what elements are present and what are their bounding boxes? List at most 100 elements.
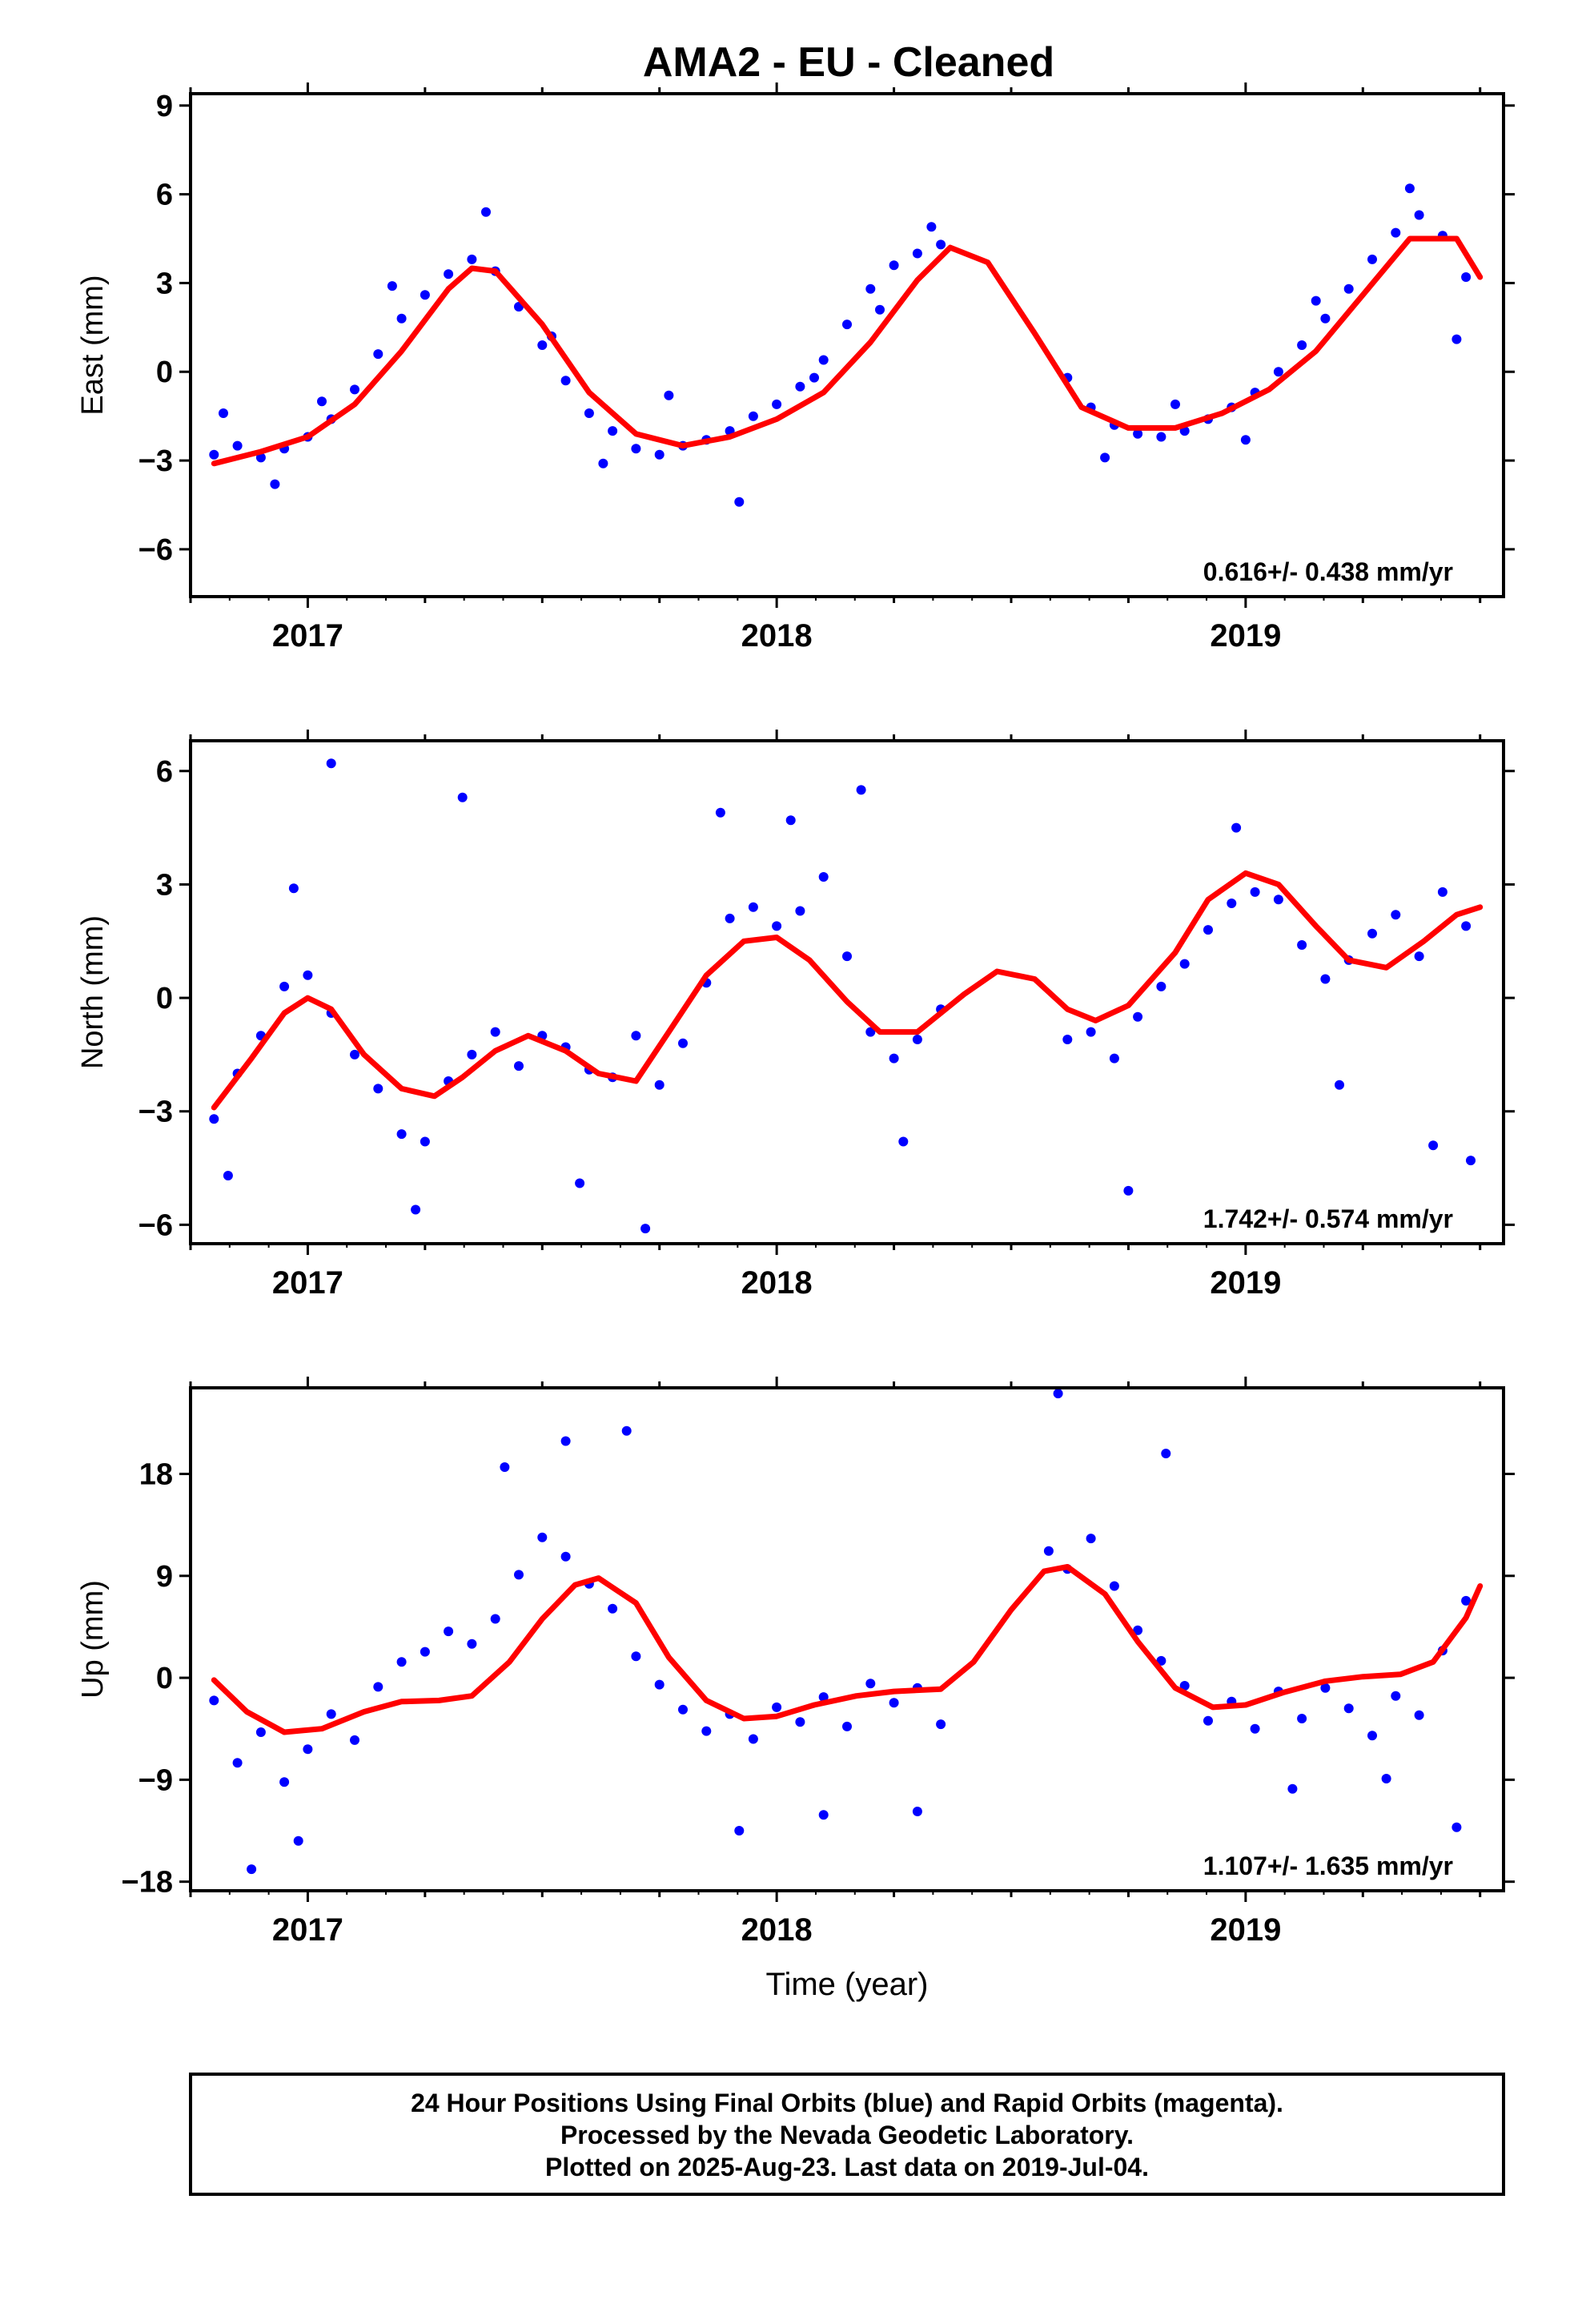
y-tick-label: −9 — [139, 1763, 173, 1797]
data-point — [1466, 1156, 1476, 1166]
data-point — [818, 355, 829, 365]
model-curve — [211, 1564, 1484, 1735]
data-point — [1123, 1185, 1134, 1196]
data-point — [926, 222, 937, 232]
plot-frame — [189, 1386, 1505, 1892]
data-point — [865, 1679, 876, 1689]
data-point — [560, 376, 571, 386]
y-tick-label: 9 — [156, 90, 173, 123]
y-tick-label: 3 — [156, 267, 173, 300]
data-point — [621, 1425, 632, 1436]
data-point — [1320, 313, 1331, 324]
model-curve — [211, 235, 1484, 467]
data-point — [912, 248, 922, 259]
y-tick-label: 0 — [156, 356, 173, 389]
x-tick-label: 2018 — [741, 618, 813, 653]
up-panel: −18 −9 0 9 18 2017 2018 2019 Up (mm) 1.107+/- 1.6… — [76, 1377, 1515, 2002]
data-point — [490, 1027, 500, 1037]
data-point — [664, 390, 674, 400]
data-point — [1391, 1691, 1401, 1701]
data-point — [654, 1679, 665, 1690]
data-point — [350, 1049, 359, 1059]
data-point — [856, 785, 866, 795]
data-point — [818, 1810, 829, 1820]
data-point — [481, 207, 491, 217]
data-point — [795, 1717, 805, 1727]
data-point — [1343, 283, 1354, 294]
data-point — [608, 1603, 618, 1614]
data-point — [1414, 210, 1424, 220]
data-point — [514, 1061, 524, 1072]
data-point — [303, 1744, 313, 1755]
data-point — [1297, 340, 1307, 350]
y-tick-label: 3 — [156, 868, 173, 902]
data-point — [1062, 1035, 1073, 1044]
data-point — [303, 970, 313, 980]
east-panel: −6 −3 0 3 6 9 2017 2018 2019 East (mm) 0.616+/- 0.… — [76, 82, 1515, 653]
data-point — [715, 807, 725, 818]
model-curve — [211, 870, 1484, 1111]
y-tick-label: 9 — [156, 1560, 173, 1594]
data-point — [387, 281, 397, 292]
data-point — [772, 399, 782, 409]
y-tick-label: 18 — [139, 1458, 173, 1491]
data-point — [640, 1224, 651, 1234]
data-point — [293, 1835, 303, 1846]
data-point — [631, 1651, 641, 1662]
data-point — [818, 872, 829, 882]
data-point — [1367, 254, 1377, 264]
data-point — [772, 921, 782, 931]
y-axis-label: East (mm) — [76, 275, 110, 415]
data-point — [1320, 1683, 1331, 1693]
data-point — [232, 440, 243, 451]
data-point — [1452, 334, 1462, 344]
data-point — [373, 349, 383, 360]
data-point — [373, 1682, 383, 1692]
data-point — [865, 283, 876, 294]
data-point — [396, 313, 407, 324]
data-point — [1461, 921, 1472, 931]
data-point — [1227, 899, 1237, 908]
rate-annotation: 1.742+/- 0.574 mm/yr — [1203, 1204, 1453, 1233]
data-point — [444, 269, 454, 279]
data-point — [795, 381, 805, 392]
footer-line-1: 24 Hour Positions Using Final Orbits (bl… — [411, 2089, 1283, 2117]
data-point — [631, 444, 641, 454]
data-point — [725, 913, 735, 923]
data-point — [1273, 895, 1283, 905]
data-point — [490, 1614, 500, 1624]
data-point — [912, 1807, 922, 1816]
data-point — [734, 1826, 745, 1835]
data-point — [1156, 981, 1166, 991]
plot-area — [191, 1388, 1504, 1891]
data-point — [1203, 925, 1213, 935]
data-point — [748, 1734, 758, 1744]
data-point — [842, 1721, 852, 1731]
x-tick-label: 2017 — [272, 1265, 343, 1301]
data-point — [232, 1758, 243, 1768]
data-point — [795, 906, 805, 916]
data-point — [912, 1035, 922, 1044]
data-point — [1133, 428, 1143, 439]
data-point — [748, 902, 758, 912]
data-point — [288, 883, 299, 894]
x-axis-label: Time (year) — [766, 1967, 929, 2002]
data-point — [420, 1136, 430, 1147]
x-tick-label: 2017 — [272, 618, 343, 653]
y-tick-label: −6 — [139, 533, 173, 567]
data-point — [1287, 1783, 1298, 1794]
data-point — [560, 1436, 571, 1446]
data-point — [1179, 959, 1190, 969]
data-point — [1133, 1011, 1143, 1022]
data-point — [936, 239, 946, 250]
data-point — [842, 951, 852, 962]
rate-annotation: 1.107+/- 1.635 mm/yr — [1203, 1852, 1453, 1880]
data-point — [1367, 928, 1377, 939]
data-point — [1170, 399, 1180, 409]
data-point — [1250, 1723, 1260, 1734]
data-point — [1391, 227, 1401, 238]
data-point — [209, 1695, 219, 1706]
data-point — [255, 1727, 266, 1737]
data-point — [654, 449, 665, 460]
y-tick-label: 0 — [156, 1662, 173, 1695]
